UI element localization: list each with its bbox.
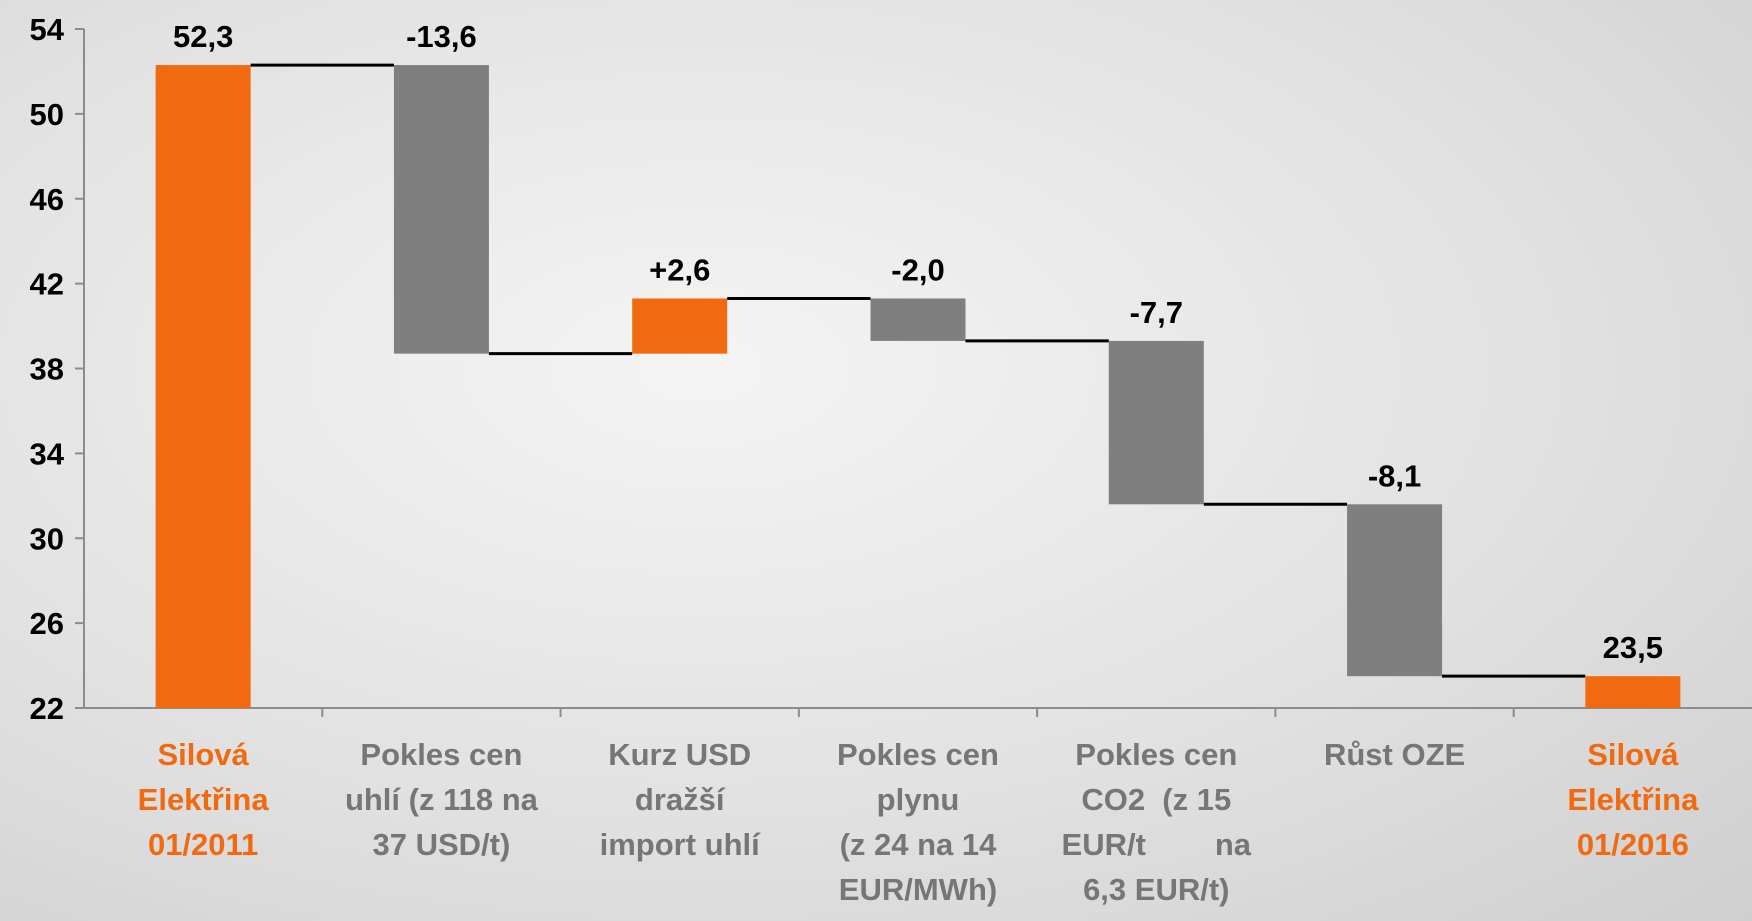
bar bbox=[1347, 504, 1442, 676]
bar bbox=[632, 298, 727, 353]
y-tick-label: 38 bbox=[30, 352, 64, 387]
y-tick-label: 54 bbox=[30, 12, 65, 47]
chart: 22 26 30 34 38 42 46 50 54 52,3 SilováElektřina01/… bbox=[0, 0, 1752, 921]
y-tick-label: 34 bbox=[30, 436, 65, 471]
y-tick-label: 50 bbox=[30, 97, 64, 132]
y-tick-label: 46 bbox=[30, 182, 64, 217]
value-label: +2,6 bbox=[649, 252, 710, 287]
bar bbox=[1109, 341, 1204, 504]
bar bbox=[394, 65, 489, 354]
value-label: 52,3 bbox=[173, 19, 233, 54]
y-tick-label: 26 bbox=[30, 606, 64, 641]
y-tick-label: 42 bbox=[30, 267, 64, 302]
value-label: 23,5 bbox=[1603, 630, 1663, 665]
bar bbox=[871, 298, 966, 340]
x-tick-label: Růst OZE bbox=[1324, 737, 1465, 772]
value-label: -7,7 bbox=[1130, 295, 1183, 330]
bar bbox=[1585, 676, 1680, 708]
value-label: -2,0 bbox=[891, 252, 944, 287]
y-tick-label: 30 bbox=[30, 521, 64, 556]
y-tick-label: 22 bbox=[30, 691, 64, 726]
value-label: -8,1 bbox=[1368, 458, 1421, 493]
value-label: -13,6 bbox=[406, 19, 477, 54]
bar bbox=[156, 65, 251, 708]
